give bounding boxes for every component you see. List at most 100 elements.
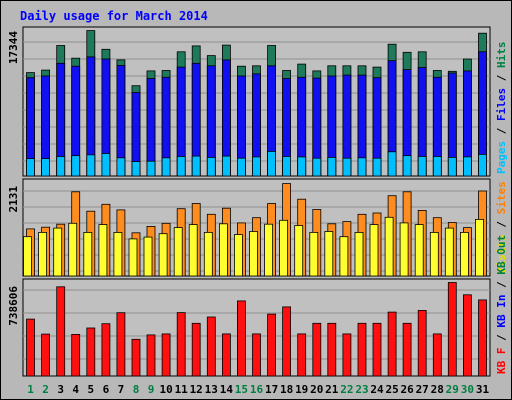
x-tick-label-day-4: 4 — [72, 383, 79, 396]
bar-kb-f-day-15 — [236, 300, 246, 377]
x-tick-label-day-13: 13 — [205, 383, 218, 396]
x-tick-label-day-3: 3 — [57, 383, 64, 396]
bar-kb-f-day-18 — [282, 306, 292, 377]
bar-pages-day-7 — [116, 157, 126, 177]
bar-visits-day-9 — [143, 236, 153, 277]
bar-pages-day-21 — [327, 156, 337, 177]
x-tick-label-day-15: 15 — [235, 383, 248, 396]
bar-pages-day-13 — [206, 156, 216, 177]
legend-item-1-0: Visits — [495, 234, 508, 274]
bar-kb-f-day-9 — [146, 334, 156, 377]
bar-kb-f-day-25 — [387, 311, 397, 377]
bar-pages-day-26 — [402, 155, 412, 177]
bar-visits-day-26 — [399, 222, 409, 277]
bar-kb-f-day-4 — [71, 333, 81, 377]
bar-kb-f-day-20 — [312, 322, 322, 377]
legend-item-1-2: Sites — [495, 181, 508, 214]
x-tick-label-day-27: 27 — [416, 383, 429, 396]
bar-visits-day-31 — [475, 218, 484, 277]
bar-visits-day-24 — [369, 224, 379, 277]
bar-pages-day-27 — [417, 156, 427, 177]
x-tick-label-day-24: 24 — [370, 383, 384, 396]
bar-visits-day-27 — [414, 224, 424, 277]
bar-pages-day-29 — [447, 156, 457, 177]
bars-pages-files-hits — [23, 30, 490, 177]
bar-kb-f-day-2 — [41, 333, 50, 377]
bar-visits-day-11 — [173, 227, 183, 277]
legend-item-0-1: / — [495, 121, 508, 141]
legend-item-2-4: KB Out — [495, 235, 508, 275]
x-tick-label-day-22: 22 — [340, 383, 353, 396]
bar-visits-day-13 — [203, 231, 213, 277]
bar-visits-day-6 — [98, 224, 108, 277]
bar-kb-f-day-24 — [372, 322, 382, 377]
bar-kb-f-day-19 — [297, 333, 307, 377]
bar-pages-day-8 — [131, 161, 141, 177]
y-max-label-visits-sites: 2131 — [7, 186, 20, 213]
legend-item-0-0: Pages — [495, 141, 508, 174]
bar-kb-f-day-3 — [56, 286, 66, 377]
bar-visits-day-4 — [68, 222, 78, 277]
bar-pages-day-16 — [252, 156, 261, 177]
x-tick-label-day-2: 2 — [42, 383, 49, 396]
bar-pages-day-18 — [282, 156, 292, 177]
bar-visits-day-3 — [53, 227, 63, 277]
bar-kb-f-day-5 — [86, 327, 96, 377]
bar-pages-day-1 — [26, 158, 35, 177]
x-tick-label-day-17: 17 — [265, 383, 278, 396]
x-tick-label-day-25: 25 — [385, 383, 398, 396]
bar-pages-day-17 — [267, 150, 277, 177]
bar-kb-f-day-27 — [417, 309, 427, 377]
bar-pages-day-20 — [312, 157, 322, 177]
y-max-label-kb: 738606 — [7, 286, 20, 326]
x-tick-label-day-21: 21 — [325, 383, 339, 396]
bar-kb-f-day-31 — [478, 299, 487, 377]
bar-pages-day-22 — [342, 157, 352, 177]
legend-item-0-3: / — [495, 68, 508, 88]
bars-kb — [23, 282, 490, 377]
x-tick-label-day-7: 7 — [118, 383, 125, 396]
x-tick-label-day-23: 23 — [355, 383, 368, 396]
bar-visits-day-18 — [279, 219, 289, 277]
x-tick-label-day-26: 26 — [400, 383, 414, 396]
bar-visits-day-7 — [113, 231, 123, 277]
panel-visits-sites: 2131 Visits / Sites — [7, 178, 508, 277]
x-tick-label-day-5: 5 — [87, 383, 94, 396]
x-tick-label-day-12: 12 — [190, 383, 203, 396]
x-tick-label-day-1: 1 — [27, 383, 34, 396]
bar-visits-day-22 — [339, 236, 349, 277]
legend-visits-sites: Visits / Sites — [495, 181, 508, 274]
x-tick-label-day-28: 28 — [431, 383, 444, 396]
bar-pages-day-28 — [432, 156, 442, 177]
x-tick-label-day-20: 20 — [310, 383, 323, 396]
bar-pages-day-11 — [176, 156, 186, 177]
panel-kb: 738606 KB F / KB In / KB Out — [7, 235, 508, 377]
bar-kb-f-day-8 — [131, 338, 141, 377]
legend-item-1-1: / — [495, 214, 508, 234]
bar-visits-day-2 — [38, 231, 47, 277]
y-max-label-pages-files-hits: 17344 — [7, 31, 20, 64]
bar-kb-f-day-12 — [191, 322, 201, 377]
x-tick-label-day-29: 29 — [446, 383, 459, 396]
bar-kb-f-day-10 — [161, 333, 171, 377]
bar-pages-day-31 — [478, 153, 487, 177]
x-tick-label-day-8: 8 — [133, 383, 140, 396]
bar-pages-day-25 — [387, 151, 397, 177]
bar-pages-day-24 — [372, 157, 382, 177]
bar-kb-f-day-21 — [327, 322, 337, 377]
bar-visits-day-5 — [83, 231, 93, 277]
bars-visits-sites — [23, 183, 490, 277]
x-tick-label-day-11: 11 — [175, 383, 189, 396]
bar-visits-day-23 — [354, 231, 364, 277]
bar-kb-f-day-1 — [26, 318, 35, 377]
bar-kb-f-day-29 — [447, 282, 457, 377]
bar-kb-f-day-22 — [342, 333, 352, 377]
x-tick-label-day-6: 6 — [103, 383, 110, 396]
panel-pages-files-hits: 17344 Pages / Files / Hits — [7, 26, 508, 177]
bar-pages-day-30 — [462, 156, 472, 177]
x-tick-label-day-9: 9 — [148, 383, 155, 396]
bar-kb-f-day-7 — [116, 312, 126, 377]
bar-visits-day-28 — [429, 231, 439, 277]
legend-item-2-2: KB In — [495, 295, 508, 328]
x-axis-day-labels: 1 2 3 4 5 6 7 8 9 10 11 12 13 14 15 16 17 18 19 20 21 22 23 24 2… — [27, 383, 489, 396]
